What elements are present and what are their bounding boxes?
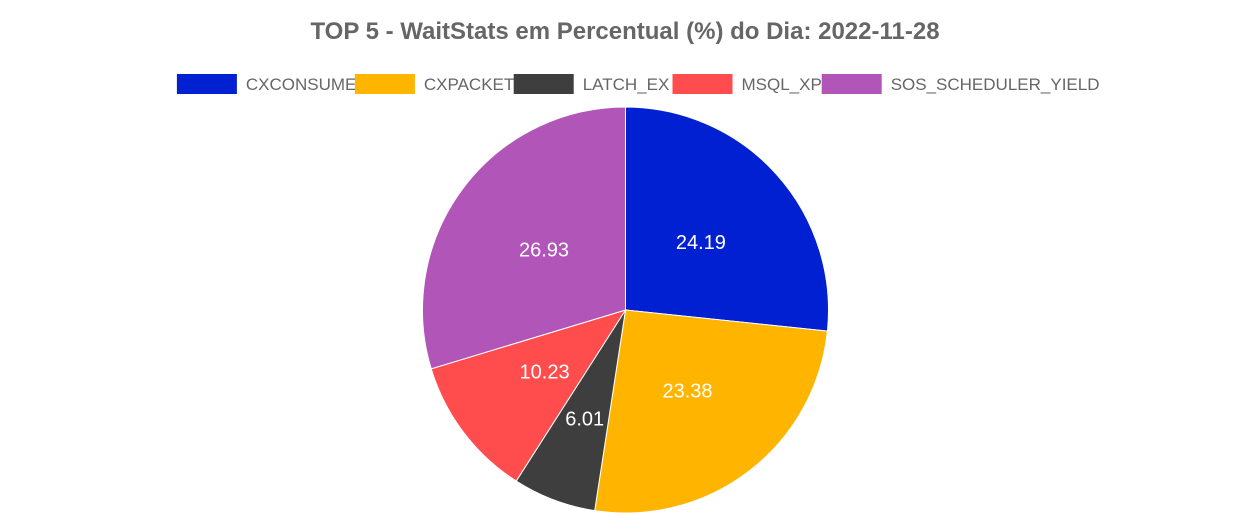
slice-labels: 24.19 23.38 6.01 10.23 26.93 — [519, 232, 726, 430]
legend-swatch — [821, 74, 882, 94]
legend-swatch — [354, 74, 415, 94]
legend-item[interactable]: MSQL_XP — [672, 74, 822, 94]
chart-title: TOP 5 - WaitStats em Percentual (%) do D… — [310, 18, 939, 45]
pie-slice[interactable] — [594, 309, 828, 513]
legend-label: SOS_SCHEDULER_YIELD — [891, 75, 1100, 94]
legend-item[interactable]: CXCONSUMER — [176, 74, 369, 94]
pie-slices — [422, 106, 829, 513]
legend-label: CXCONSUMER — [246, 75, 369, 94]
legend-label: LATCH_EX — [583, 75, 670, 94]
legend-label: MSQL_XP — [742, 75, 822, 94]
legend-item[interactable]: SOS_SCHEDULER_YIELD — [821, 74, 1100, 94]
slice-value-label: 26.93 — [519, 240, 569, 262]
slice-value-label: 23.38 — [662, 380, 712, 402]
legend-item[interactable]: CXPACKET — [354, 74, 514, 94]
pie-slice[interactable] — [430, 309, 627, 482]
pie-slice[interactable] — [625, 106, 829, 332]
legend-swatch — [513, 74, 574, 94]
pie-slice[interactable] — [422, 106, 626, 370]
legend: CXCONSUMER CXPACKET LATCH_EX MSQL_XP SOS_SCH… — [176, 74, 1100, 94]
legend-swatch — [176, 74, 237, 94]
slice-value-label: 6.01 — [565, 408, 604, 430]
legend-item[interactable]: LATCH_EX — [513, 74, 670, 94]
slice-value-label: 24.19 — [676, 232, 726, 254]
legend-label: CXPACKET — [424, 75, 514, 94]
legend-swatch — [672, 74, 733, 94]
slice-value-label: 10.23 — [520, 361, 570, 383]
